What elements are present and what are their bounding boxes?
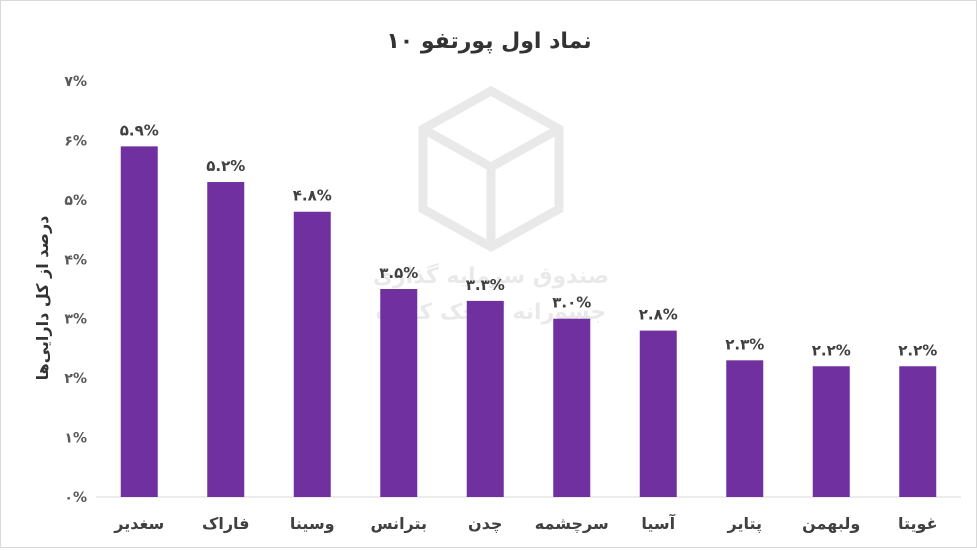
y-tick-label: ۷% <box>64 74 87 90</box>
bar <box>899 366 937 497</box>
data-label: ۲.۸% <box>639 306 678 324</box>
data-label: ۳.۰% <box>552 294 591 312</box>
data-label: ۵.۹% <box>120 121 159 139</box>
data-label: ۲.۳% <box>725 335 764 353</box>
y-tick-label: ۲% <box>64 371 87 387</box>
x-tick-label: آسیا <box>641 513 675 533</box>
bar <box>293 211 331 497</box>
data-label: ۳.۳% <box>466 276 505 294</box>
data-label: ۳.۵% <box>379 264 418 282</box>
y-tick-label: ۱% <box>64 431 87 447</box>
x-tick-label: وسینا <box>290 514 335 533</box>
data-label: ۴.۸% <box>293 187 332 205</box>
bar <box>553 318 591 497</box>
x-tick-label: فاراک <box>202 514 250 533</box>
x-tick-label: پتایر <box>726 514 762 534</box>
bar <box>207 182 245 497</box>
x-tick-label: چدن <box>468 514 502 534</box>
y-tick-label: ۵% <box>64 193 87 209</box>
chart-title: ۱۰ نماد اول پورتفو <box>386 29 591 54</box>
bar <box>726 360 764 497</box>
x-tick-label: ولبهمن <box>802 514 860 533</box>
bar <box>812 366 850 497</box>
y-tick-label: ۰% <box>64 490 87 506</box>
bar <box>639 330 677 497</box>
y-tick-label: ۶% <box>64 133 87 149</box>
data-label: ۵.۲% <box>206 157 245 175</box>
watermark-line-1: صندوق سرمایه گذاری <box>373 262 609 289</box>
x-tick-label: سرچشمه <box>535 514 609 534</box>
y-tick-label: ۳% <box>64 312 87 328</box>
bar <box>120 146 158 497</box>
x-tick-label: بترانس <box>370 514 427 533</box>
x-tick-label: سغدیر <box>113 514 164 533</box>
y-axis-label: درصد از کل دارایی‌ها <box>33 216 52 381</box>
bar <box>380 289 418 497</box>
y-tick-label: ۴% <box>64 252 87 268</box>
bar <box>466 300 504 497</box>
data-label: ۲.۲% <box>812 341 851 359</box>
x-tick-label: غویتا <box>898 514 938 533</box>
data-label: ۲.۲% <box>898 341 937 359</box>
